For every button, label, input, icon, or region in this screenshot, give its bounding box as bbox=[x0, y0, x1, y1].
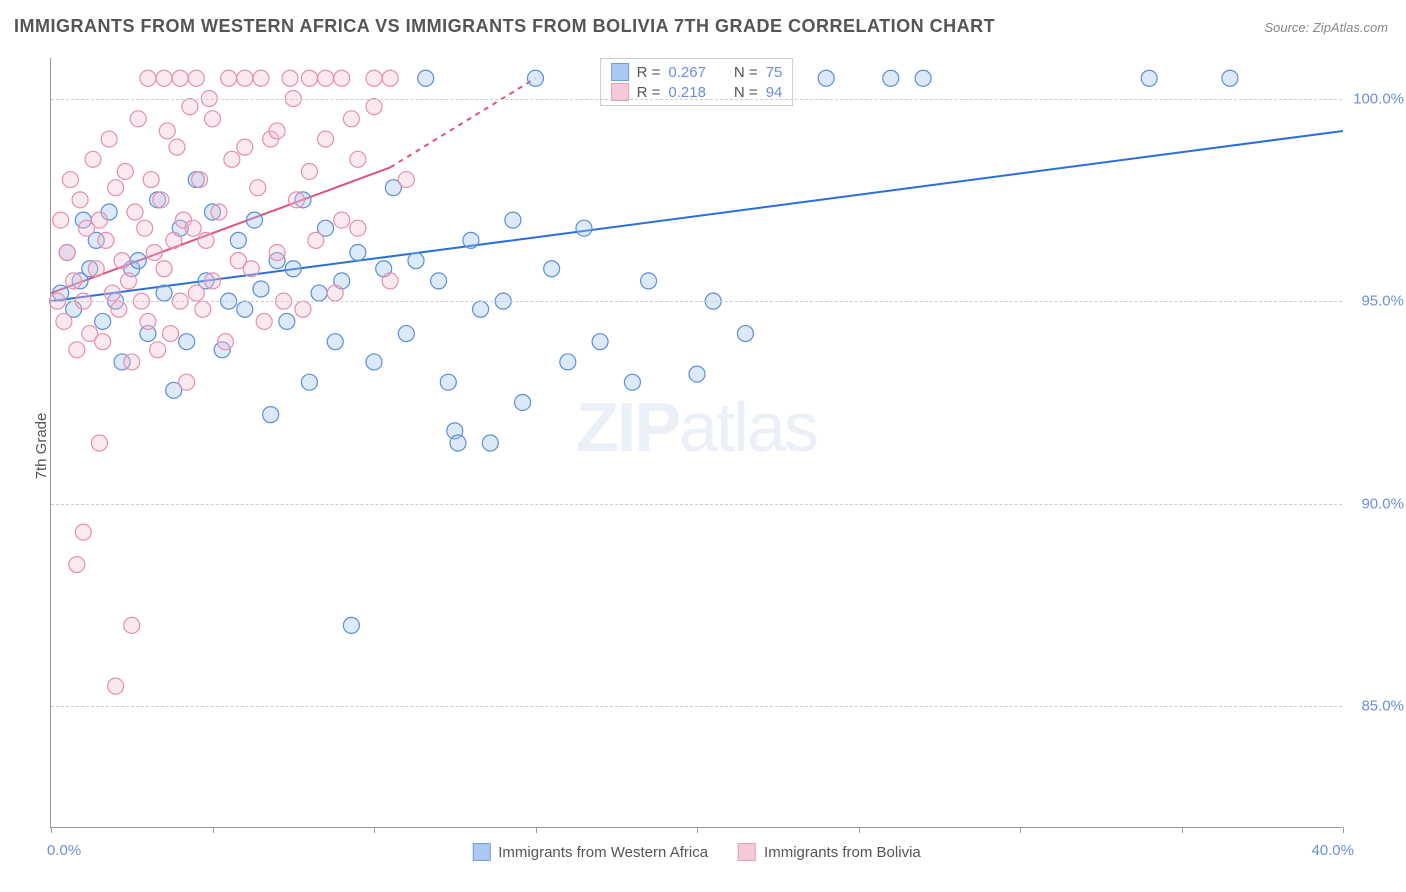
y-tick-label: 85.0% bbox=[1361, 698, 1404, 715]
legend-item-2: Immigrants from Bolivia bbox=[738, 843, 921, 861]
y-axis-label: 7th Grade bbox=[33, 413, 50, 480]
x-tick bbox=[536, 827, 537, 833]
x-tick bbox=[374, 827, 375, 833]
x-tick bbox=[1343, 827, 1344, 833]
n-value-1: 75 bbox=[766, 64, 783, 81]
gridline bbox=[51, 99, 1342, 100]
x-axis-min-label: 0.0% bbox=[47, 842, 81, 859]
gridline bbox=[51, 706, 1342, 707]
r-value-1: 0.267 bbox=[668, 64, 706, 81]
legend-item-1: Immigrants from Western Africa bbox=[472, 843, 708, 861]
gridline bbox=[51, 504, 1342, 505]
stats-row-1: R = 0.267 N = 75 bbox=[611, 63, 783, 81]
gridline bbox=[51, 301, 1342, 302]
n-label-1: N = bbox=[734, 64, 758, 81]
y-tick-label: 100.0% bbox=[1353, 90, 1404, 107]
x-tick bbox=[213, 827, 214, 833]
legend-label-1: Immigrants from Western Africa bbox=[498, 844, 708, 861]
x-axis-max-label: 40.0% bbox=[1311, 842, 1354, 859]
legend-swatch-1 bbox=[472, 843, 490, 861]
legend-swatch-2 bbox=[738, 843, 756, 861]
source-attribution: Source: ZipAtlas.com bbox=[1264, 20, 1388, 35]
r-label-1: R = bbox=[637, 64, 661, 81]
y-tick-label: 90.0% bbox=[1361, 495, 1404, 512]
legend-label-2: Immigrants from Bolivia bbox=[764, 844, 921, 861]
chart-svg bbox=[51, 58, 1342, 827]
chart-title: IMMIGRANTS FROM WESTERN AFRICA VS IMMIGR… bbox=[14, 16, 995, 37]
bottom-legend: Immigrants from Western Africa Immigrant… bbox=[472, 843, 920, 861]
x-tick bbox=[1020, 827, 1021, 833]
x-tick bbox=[51, 827, 52, 833]
stats-swatch-1 bbox=[611, 63, 629, 81]
plot-area: ZIPatlas R = 0.267 N = 75 R = 0.218 N = … bbox=[50, 58, 1342, 828]
x-tick bbox=[1182, 827, 1183, 833]
x-tick bbox=[859, 827, 860, 833]
y-tick-label: 95.0% bbox=[1361, 293, 1404, 310]
x-tick bbox=[697, 827, 698, 833]
